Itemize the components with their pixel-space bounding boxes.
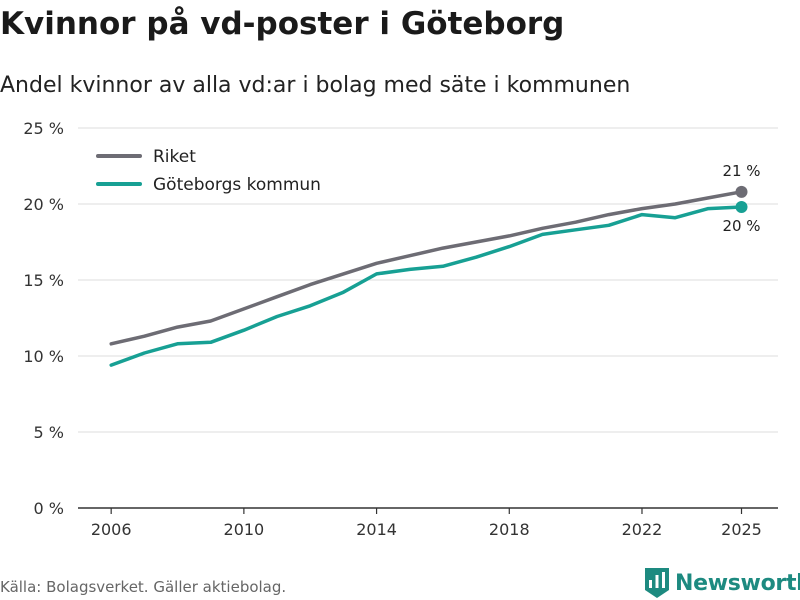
y-tick-label: 0 % xyxy=(34,499,64,518)
legend-label: Göteborgs kommun xyxy=(153,175,321,195)
x-tick-label: 2025 xyxy=(721,520,762,539)
source-note: Källa: Bolagsverket. Gäller aktiebolag. xyxy=(0,578,287,596)
y-tick-label: 15 % xyxy=(23,271,64,290)
chart-subtitle: Andel kvinnor av alla vd:ar i bolag med … xyxy=(0,73,631,98)
series-end-point xyxy=(735,201,748,214)
newsworthy-logo[interactable]: Newsworthy xyxy=(645,568,800,598)
y-tick-label: 20 % xyxy=(23,195,64,214)
brand-name: Newsworthy xyxy=(675,570,800,596)
y-tick-label: 10 % xyxy=(23,347,64,366)
series-line xyxy=(109,190,744,346)
x-tick-label: 2022 xyxy=(622,520,663,539)
series-end-point xyxy=(735,185,748,198)
legend-label: Riket xyxy=(153,147,196,167)
x-tick-label: 2014 xyxy=(356,520,397,539)
newsworthy-icon xyxy=(645,568,669,598)
series-line xyxy=(109,205,744,367)
y-tick-label: 25 % xyxy=(23,119,64,138)
chart-title: Kvinnor på vd-poster i Göteborg xyxy=(0,6,565,42)
x-tick-label: 2010 xyxy=(224,520,265,539)
y-tick-label: 5 % xyxy=(34,423,64,442)
x-tick-label: 2018 xyxy=(489,520,530,539)
series-end-label: 21 % xyxy=(722,162,760,180)
series-end-label: 20 % xyxy=(722,217,760,235)
x-tick-label: 2006 xyxy=(91,520,132,539)
